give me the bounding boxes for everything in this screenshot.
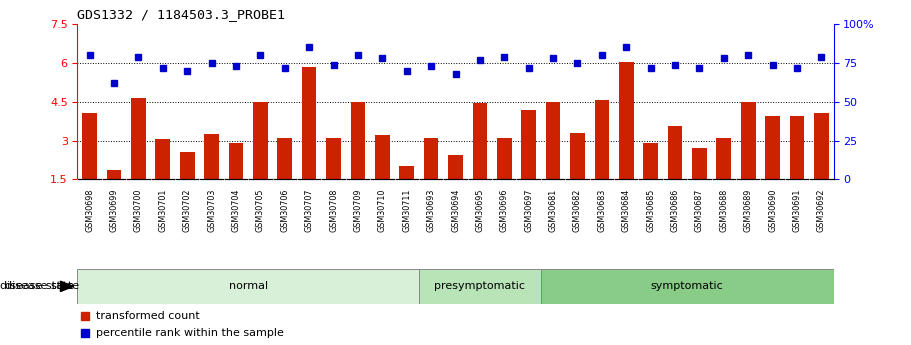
Bar [497, 138, 512, 179]
Bar [473, 103, 487, 179]
Text: transformed count: transformed count [97, 311, 200, 321]
Text: GSM30689: GSM30689 [743, 188, 752, 232]
Bar [668, 126, 682, 179]
Text: GSM30702: GSM30702 [183, 188, 191, 232]
Bar [424, 138, 438, 179]
Bar [375, 135, 390, 179]
Bar [302, 67, 316, 179]
Text: GSM30692: GSM30692 [817, 188, 826, 232]
Bar [399, 167, 414, 179]
Text: GSM30688: GSM30688 [720, 188, 728, 232]
Text: GSM30685: GSM30685 [646, 188, 655, 232]
Bar [179, 152, 195, 179]
Text: GSM30709: GSM30709 [353, 188, 363, 232]
Text: GSM30706: GSM30706 [281, 188, 290, 232]
Text: GSM30694: GSM30694 [451, 188, 460, 232]
Bar [765, 116, 780, 179]
Bar [229, 143, 243, 179]
Text: presymptomatic: presymptomatic [435, 282, 526, 291]
Text: GSM30701: GSM30701 [159, 188, 168, 232]
Bar [82, 114, 97, 179]
Text: GSM30686: GSM30686 [670, 188, 680, 232]
Polygon shape [60, 281, 74, 292]
Text: GSM30700: GSM30700 [134, 188, 143, 232]
Text: GSM30710: GSM30710 [378, 188, 387, 232]
Bar [326, 138, 341, 179]
Bar [521, 110, 536, 179]
Text: GSM30704: GSM30704 [231, 188, 241, 232]
Text: GSM30711: GSM30711 [403, 188, 411, 232]
Text: GSM30708: GSM30708 [329, 188, 338, 232]
Bar [546, 102, 560, 179]
Text: GSM30699: GSM30699 [109, 188, 118, 232]
Text: GSM30693: GSM30693 [426, 188, 435, 232]
Bar [790, 116, 804, 179]
Bar [716, 138, 732, 179]
Text: GSM30707: GSM30707 [304, 188, 313, 232]
Bar [77, 269, 419, 304]
Bar [253, 102, 268, 179]
Bar [278, 138, 292, 179]
Text: symptomatic: symptomatic [650, 282, 723, 291]
Text: disease state: disease state [0, 282, 74, 291]
Text: GSM30703: GSM30703 [207, 188, 216, 232]
Bar [692, 148, 707, 179]
Text: disease state: disease state [5, 282, 78, 291]
Bar [351, 102, 365, 179]
Text: GSM30682: GSM30682 [573, 188, 582, 232]
Text: GSM30691: GSM30691 [793, 188, 802, 232]
Text: GSM30684: GSM30684 [621, 188, 630, 232]
Text: GSM30698: GSM30698 [85, 188, 94, 232]
Bar [156, 139, 170, 179]
Text: GSM30690: GSM30690 [768, 188, 777, 232]
Text: GSM30697: GSM30697 [524, 188, 533, 232]
Bar [570, 133, 585, 179]
Bar [131, 98, 146, 179]
Bar [814, 114, 829, 179]
Text: GDS1332 / 1184503.3_PROBE1: GDS1332 / 1184503.3_PROBE1 [77, 8, 285, 21]
Bar [741, 102, 755, 179]
Bar [619, 62, 633, 179]
Bar [107, 170, 121, 179]
Bar [541, 269, 834, 304]
Text: GSM30705: GSM30705 [256, 188, 265, 232]
Text: GSM30695: GSM30695 [476, 188, 485, 232]
Text: GSM30696: GSM30696 [500, 188, 508, 232]
Bar [643, 143, 658, 179]
Text: normal: normal [229, 282, 268, 291]
Text: GSM30681: GSM30681 [548, 188, 558, 232]
Bar [204, 134, 219, 179]
Text: percentile rank within the sample: percentile rank within the sample [97, 328, 284, 338]
Bar [595, 100, 609, 179]
Bar [419, 269, 541, 304]
Text: GSM30687: GSM30687 [695, 188, 704, 232]
Text: GSM30683: GSM30683 [598, 188, 607, 232]
Bar [448, 155, 463, 179]
